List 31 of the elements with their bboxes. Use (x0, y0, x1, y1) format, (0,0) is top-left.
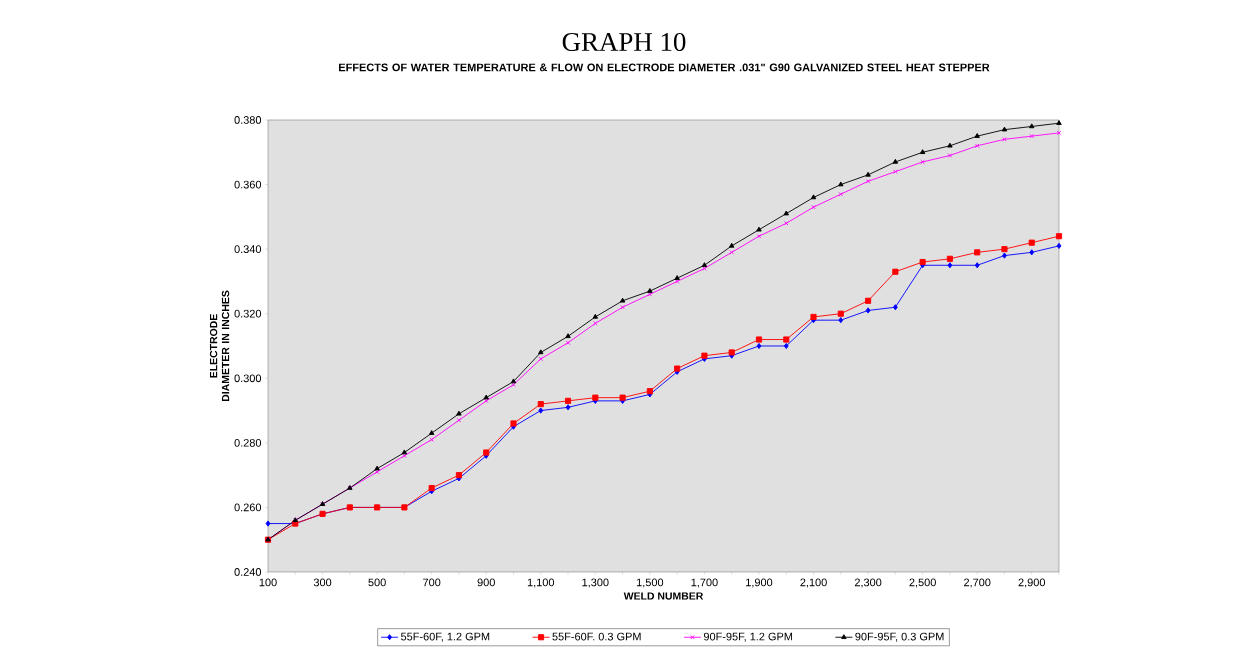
x-tick-label: 2,100 (800, 578, 827, 588)
y-tick-label: 0.280 (234, 438, 262, 447)
legend-label: 90F-95F, 1.2 GPM (703, 632, 793, 642)
x-tick-label: 1,300 (582, 578, 609, 588)
legend-label: 55F-60F, 1.2 GPM (401, 632, 490, 642)
x-tick-label: 100 (259, 578, 277, 587)
y-tick-label: 0.340 (234, 245, 262, 254)
x-tick-label: 500 (368, 578, 386, 587)
y-tick-label: 0.300 (234, 374, 262, 383)
x-tick-label: 1,100 (527, 578, 555, 588)
chart-subtitle: EFFECTS OF WATER TEMPERATURE & FLOW ON ELECTRODE DIAMETER .031" G90 GALVANIZED STEEL HEAT STEPPER (339, 63, 990, 72)
y-tick-label: 0.380 (234, 116, 262, 124)
x-tick-label: 2,700 (964, 578, 991, 588)
y-tick-label: 0.360 (234, 180, 262, 189)
x-tick-label: 700 (423, 578, 441, 587)
legend-label: 90F-95F, 0.3 GPM (855, 632, 944, 642)
x-tick-label: 2,900 (1018, 578, 1046, 588)
x-tick-label: 1,500 (636, 578, 664, 588)
x-tick-label: 2,500 (909, 578, 936, 588)
x-tick-label: 2,300 (854, 578, 882, 588)
x-tick-label: 900 (477, 578, 495, 587)
y-axis-title: ELECTRODE DIAMETER IN INCHES (209, 290, 230, 402)
y-tick-label: 0.320 (234, 309, 262, 318)
y-tick-label: 0.240 (234, 568, 262, 576)
x-tick-label: 1,700 (691, 578, 718, 588)
chart-title: GRAPH 10 (562, 32, 686, 52)
x-tick-label: 1,900 (746, 578, 773, 588)
y-tick-label: 0.260 (234, 503, 262, 512)
legend-label: 55F-60F. 0.3 GPM (552, 632, 641, 641)
x-axis-title: WELD NUMBER (623, 592, 704, 600)
x-tick-label: 300 (313, 578, 332, 587)
